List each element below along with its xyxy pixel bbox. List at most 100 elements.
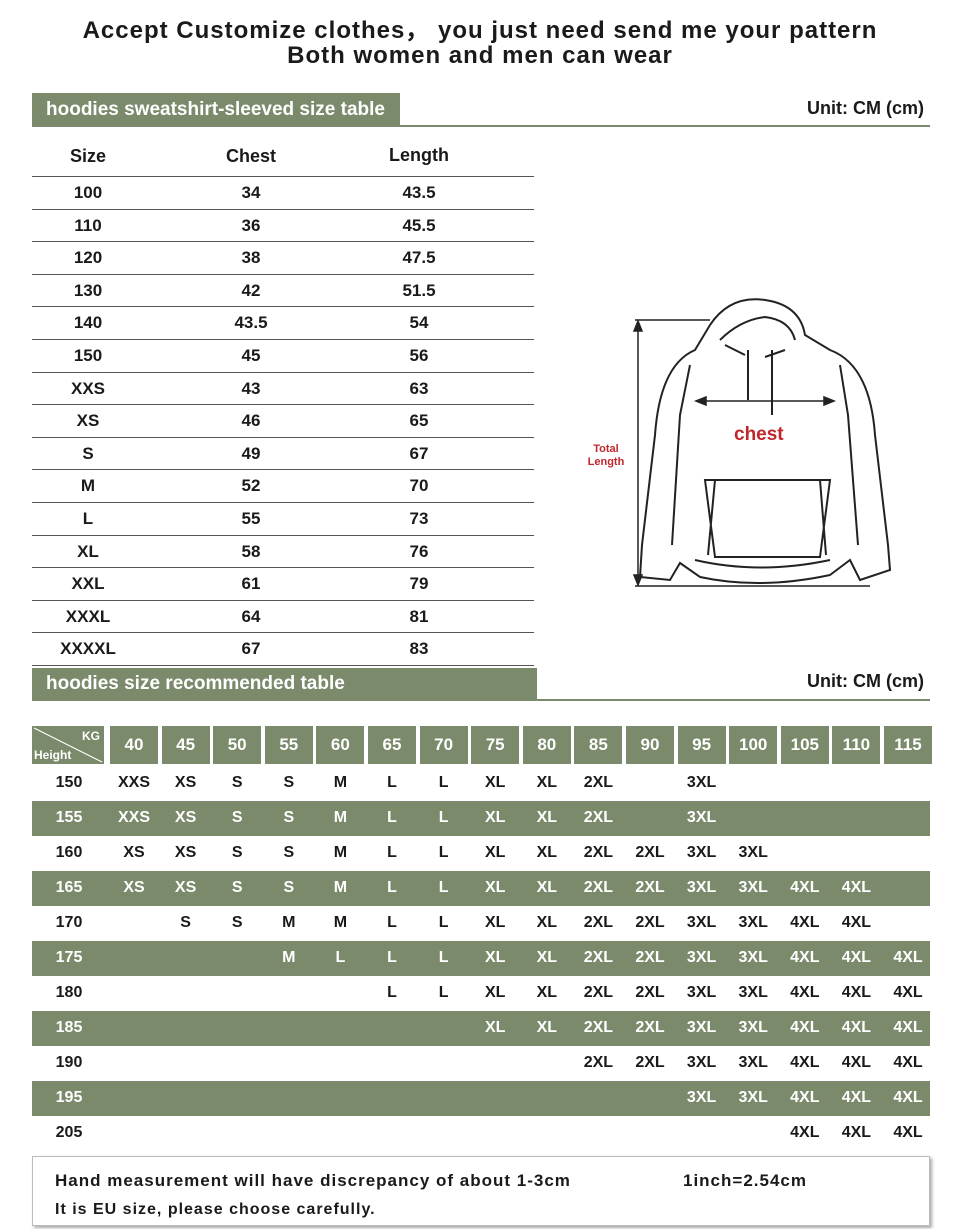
size-cell: S <box>283 774 295 791</box>
table-row: 150 XXS XS S S M L L XL XL 2XL 3XL <box>32 766 930 801</box>
size-cell: M <box>282 949 296 966</box>
size-cell: XL <box>536 914 558 931</box>
size-cell: 3XL <box>738 1019 768 1036</box>
size-cell: S <box>231 879 243 896</box>
size-cell: 4XL <box>790 914 820 931</box>
table-row: 130 42 51.5 <box>32 275 534 308</box>
size-cell: XL <box>484 914 506 931</box>
column-header: Chest <box>225 146 277 166</box>
chest-cell: 67 <box>241 639 261 659</box>
table-row: 150 45 56 <box>32 340 534 373</box>
size-cell: XL <box>484 809 506 826</box>
length-cell: 45.5 <box>402 215 436 235</box>
table-row: XXS 43 63 <box>32 373 534 406</box>
size-cell: XS <box>174 774 197 791</box>
size-cell: XXXL <box>65 606 111 626</box>
size-cell: 3XL <box>686 844 717 861</box>
size-cell: M <box>282 914 296 931</box>
weight-header: 75 <box>471 726 520 764</box>
weight-header: 115 <box>884 726 932 764</box>
height-cell: 180 <box>55 984 83 1001</box>
divider <box>32 699 930 701</box>
size-cell: 3XL <box>738 949 768 966</box>
chest-cell: 34 <box>241 183 261 202</box>
size-cell: 2XL <box>583 949 614 966</box>
size-cell: 4XL <box>841 1089 872 1106</box>
size-cell: 2XL <box>583 809 614 826</box>
headline: Accept Customize clothes， you just need … <box>82 17 878 44</box>
size-cell: L <box>387 844 397 861</box>
size-cell: XL <box>536 949 558 966</box>
table-row: 170 S S M M L L XL XL 2XL 2XL 3XL 3XL 4XL 4XL <box>32 906 930 941</box>
size-cell: 4XL <box>841 949 872 966</box>
table-row: 205 4XL 4XL 4XL <box>32 1116 930 1151</box>
chest-cell: 55 <box>241 508 261 528</box>
table-row: XS 46 65 <box>32 405 534 438</box>
size-cell: S <box>231 914 243 931</box>
size-cell: XS <box>123 879 145 896</box>
size-cell: M <box>333 774 348 791</box>
size-cell: 100 <box>73 183 103 202</box>
length-cell: 73 <box>409 508 429 528</box>
size-cell: L <box>387 809 397 826</box>
size-cell: XL <box>536 1019 558 1036</box>
length-cell: 63 <box>409 378 429 398</box>
table-row: 160 XS XS S S M L L XL XL 2XL 2XL 3XL 3XL <box>32 836 930 871</box>
length-cell: 70 <box>409 476 429 496</box>
size-cell: 130 <box>73 280 103 300</box>
weight-header: 100 <box>729 726 778 764</box>
size-cell: L <box>387 879 397 896</box>
table-row: L 55 73 <box>32 503 534 536</box>
size-cell: M <box>333 844 348 861</box>
size-cell: XL <box>484 984 506 1001</box>
size-cell: XS <box>174 879 197 896</box>
size-cell: 4XL <box>841 1054 872 1071</box>
height-cell: 175 <box>55 949 83 966</box>
table-row: 190 2XL 2XL 3XL 3XL 4XL 4XL 4XL <box>32 1046 930 1081</box>
table-row: XXXL 64 81 <box>32 601 534 634</box>
size-cell: 3XL <box>686 1019 717 1036</box>
size-cell: XL <box>484 844 506 861</box>
size-cell: 2XL <box>635 984 665 1001</box>
size-cell: 4XL <box>790 1054 820 1071</box>
chest-cell: 36 <box>241 215 261 235</box>
table-row: 195 3XL 3XL 4XL 4XL 4XL <box>32 1081 930 1116</box>
chest-cell: 58 <box>241 541 261 561</box>
size-cell: S <box>283 809 295 826</box>
weight-header-row: KG Height 40 45 50 55 60 65 70 75 80 85 90 95 100 105… <box>32 726 932 766</box>
size-cell: 2XL <box>635 844 665 861</box>
length-cell: 67 <box>409 443 429 463</box>
size-cell: L <box>387 914 397 931</box>
table-row: 100 34 43.5 <box>32 177 534 210</box>
table-row: M 52 70 <box>32 470 534 503</box>
size-cell: 3XL <box>686 949 717 966</box>
weight-header: 65 <box>368 726 416 764</box>
discrepancy-note: Hand measurement will have discrepancy o… <box>55 1171 571 1190</box>
size-cell: XL <box>484 949 506 966</box>
size-cell: XL <box>77 541 99 561</box>
size-cell: XL <box>536 984 558 1001</box>
size-cell: 2XL <box>583 879 614 896</box>
size-cell: S <box>283 879 295 896</box>
size-cell: 3XL <box>686 1054 717 1071</box>
column-header: Length <box>389 145 449 165</box>
size-cell: 3XL <box>686 879 717 896</box>
table-row: 165 XS XS S S M L L XL XL 2XL 2XL 3XL 3XL 4XL 4XL <box>32 871 930 906</box>
size-cell: 2XL <box>635 949 665 966</box>
chest-cell: 49 <box>241 443 261 463</box>
size-cell: 2XL <box>635 914 665 931</box>
hoodie-diagram <box>632 298 892 588</box>
size-cell: L <box>438 774 449 791</box>
weight-header: 60 <box>316 726 365 764</box>
size-cell: 4XL <box>841 984 872 1001</box>
size-cell: L <box>438 914 449 931</box>
size-cell: 4XL <box>841 1019 872 1036</box>
chest-cell: 46 <box>241 411 261 431</box>
height-cell: 190 <box>55 1054 83 1071</box>
size-cell: L <box>438 879 449 896</box>
weight-header: 80 <box>522 726 571 764</box>
size-table-unit: Unit: CM (cm) <box>807 98 924 118</box>
inch-conversion: 1inch=2.54cm <box>683 1171 807 1190</box>
size-cell: XS <box>76 411 100 431</box>
total-length-label: Total Length <box>587 443 625 468</box>
